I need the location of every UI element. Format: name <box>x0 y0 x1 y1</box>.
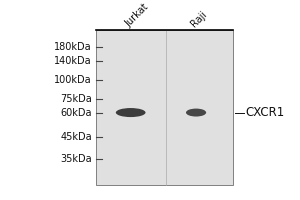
Text: Raji: Raji <box>189 9 209 29</box>
Text: 60kDa: 60kDa <box>61 108 92 118</box>
Ellipse shape <box>186 109 206 117</box>
Text: 100kDa: 100kDa <box>54 75 92 85</box>
Text: 180kDa: 180kDa <box>54 42 92 52</box>
Text: Jurkat: Jurkat <box>124 2 151 29</box>
Text: 45kDa: 45kDa <box>60 132 92 142</box>
Ellipse shape <box>116 108 146 117</box>
Text: 75kDa: 75kDa <box>60 94 92 104</box>
Text: 35kDa: 35kDa <box>60 154 92 164</box>
Text: CXCR1: CXCR1 <box>245 106 284 119</box>
FancyBboxPatch shape <box>97 30 233 185</box>
Text: 140kDa: 140kDa <box>54 56 92 66</box>
